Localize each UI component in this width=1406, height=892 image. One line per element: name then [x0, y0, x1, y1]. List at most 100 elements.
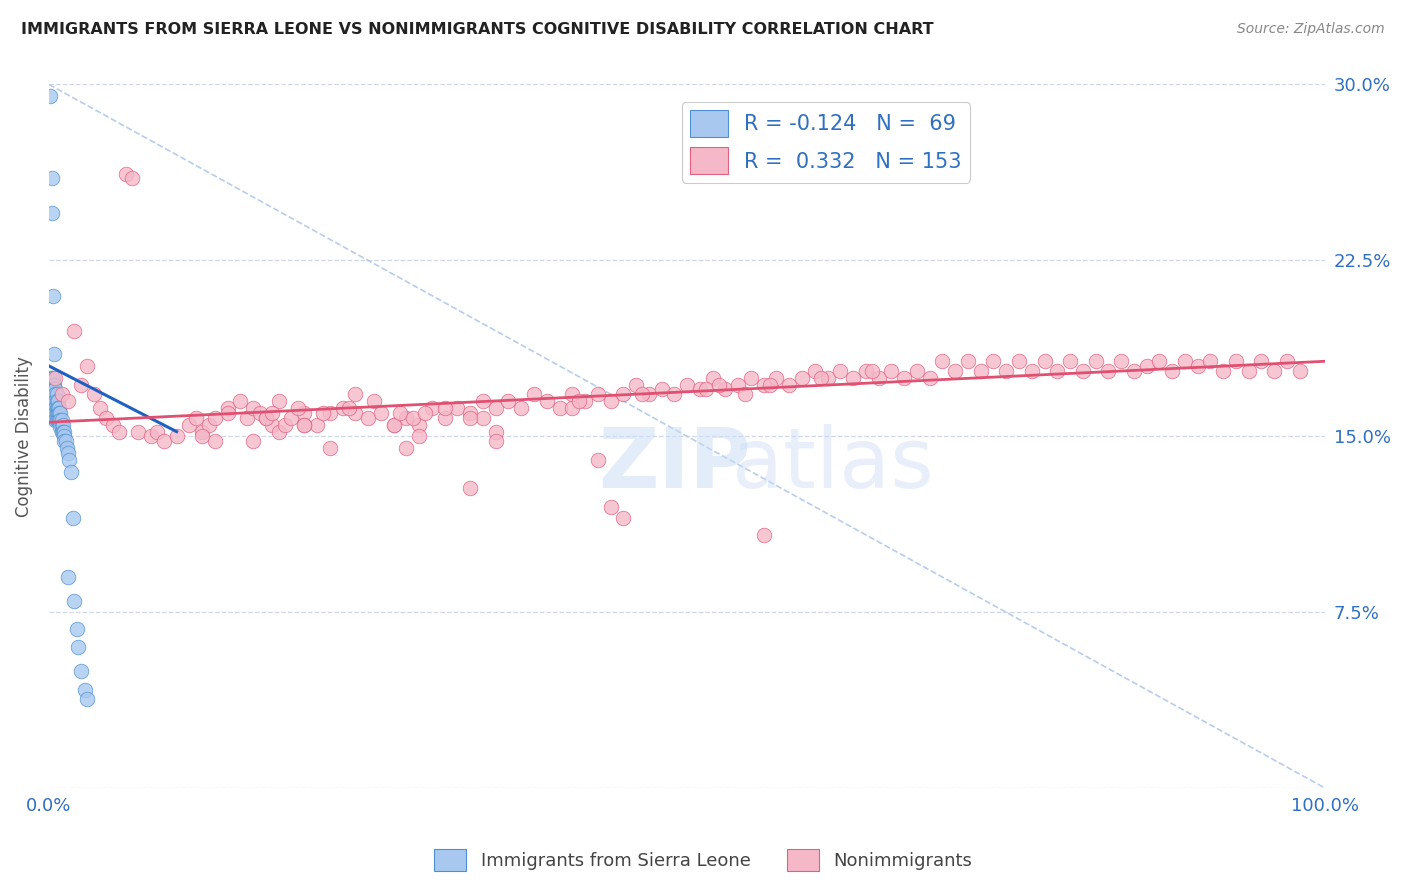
Point: [44, 401, 66, 416]
Point: [707, 377, 730, 392]
Point: [39, 89, 62, 103]
Point: [56, 570, 79, 584]
Point: [62, 511, 84, 525]
Point: [66, 622, 89, 636]
Point: [485, 434, 508, 448]
Point: [42, 370, 65, 384]
Point: [1122, 364, 1144, 378]
Point: [905, 364, 928, 378]
Point: [108, 425, 131, 439]
Point: [42, 377, 65, 392]
Point: [498, 394, 520, 409]
Point: [146, 425, 169, 439]
Point: [319, 441, 342, 455]
Point: [39, 370, 62, 384]
Point: [433, 401, 456, 416]
Point: [1008, 354, 1031, 368]
Point: [1046, 364, 1069, 378]
Point: [752, 528, 775, 542]
Point: [45, 413, 67, 427]
Point: [574, 394, 596, 409]
Point: [637, 387, 659, 401]
Point: [56, 446, 79, 460]
Point: [83, 387, 105, 401]
Point: [689, 383, 711, 397]
Point: [1263, 364, 1285, 378]
Point: [1199, 354, 1222, 368]
Point: [42, 401, 65, 416]
Point: [1275, 354, 1298, 368]
Point: [651, 383, 673, 397]
Point: [242, 401, 264, 416]
Point: [51, 387, 73, 401]
Point: [855, 364, 877, 378]
Point: [53, 425, 76, 439]
Point: [312, 406, 335, 420]
Point: [860, 364, 883, 378]
Point: [1288, 364, 1310, 378]
Point: [1174, 354, 1197, 368]
Text: atlas: atlas: [731, 424, 934, 505]
Text: Source: ZipAtlas.com: Source: ZipAtlas.com: [1237, 22, 1385, 37]
Point: [217, 401, 239, 416]
Point: [44, 413, 66, 427]
Point: [249, 406, 271, 420]
Point: [42, 394, 65, 409]
Point: [830, 364, 852, 378]
Point: [229, 394, 252, 409]
Point: [42, 394, 65, 409]
Point: [337, 401, 360, 416]
Point: [204, 434, 226, 448]
Point: [179, 417, 201, 432]
Point: [471, 394, 494, 409]
Point: [536, 394, 558, 409]
Point: [41, 377, 63, 392]
Legend: R = -0.124   N =  69, R =  0.332   N = 153: R = -0.124 N = 69, R = 0.332 N = 153: [682, 102, 970, 183]
Point: [395, 410, 418, 425]
Point: [42, 377, 65, 392]
Point: [41, 387, 63, 401]
Point: [408, 417, 430, 432]
Point: [51, 413, 73, 427]
Point: [1187, 359, 1209, 373]
Point: [52, 417, 75, 432]
Point: [45, 387, 67, 401]
Point: [1250, 354, 1272, 368]
Point: [254, 410, 277, 425]
Point: [612, 387, 634, 401]
Point: [101, 417, 124, 432]
Point: [41, 370, 63, 384]
Point: [561, 387, 583, 401]
Point: [415, 406, 437, 420]
Point: [695, 383, 717, 397]
Point: [305, 417, 328, 432]
Point: [96, 410, 118, 425]
Point: [49, 420, 72, 434]
Point: [402, 410, 425, 425]
Point: [561, 401, 583, 416]
Point: [76, 359, 98, 373]
Point: [408, 429, 430, 443]
Point: [1109, 354, 1132, 368]
Point: [485, 425, 508, 439]
Point: [382, 417, 405, 432]
Point: [55, 434, 77, 448]
Point: [70, 377, 93, 392]
Point: [485, 401, 508, 416]
Point: [970, 364, 993, 378]
Point: [73, 682, 96, 697]
Point: [759, 377, 782, 392]
Point: [51, 420, 73, 434]
Point: [893, 370, 915, 384]
Point: [446, 401, 468, 416]
Point: [1097, 364, 1119, 378]
Point: [139, 429, 162, 443]
Point: [46, 394, 69, 409]
Point: [42, 347, 65, 361]
Point: [880, 364, 903, 378]
Point: [395, 441, 418, 455]
Point: [612, 511, 634, 525]
Point: [1059, 354, 1081, 368]
Point: [153, 434, 176, 448]
Point: [586, 452, 609, 467]
